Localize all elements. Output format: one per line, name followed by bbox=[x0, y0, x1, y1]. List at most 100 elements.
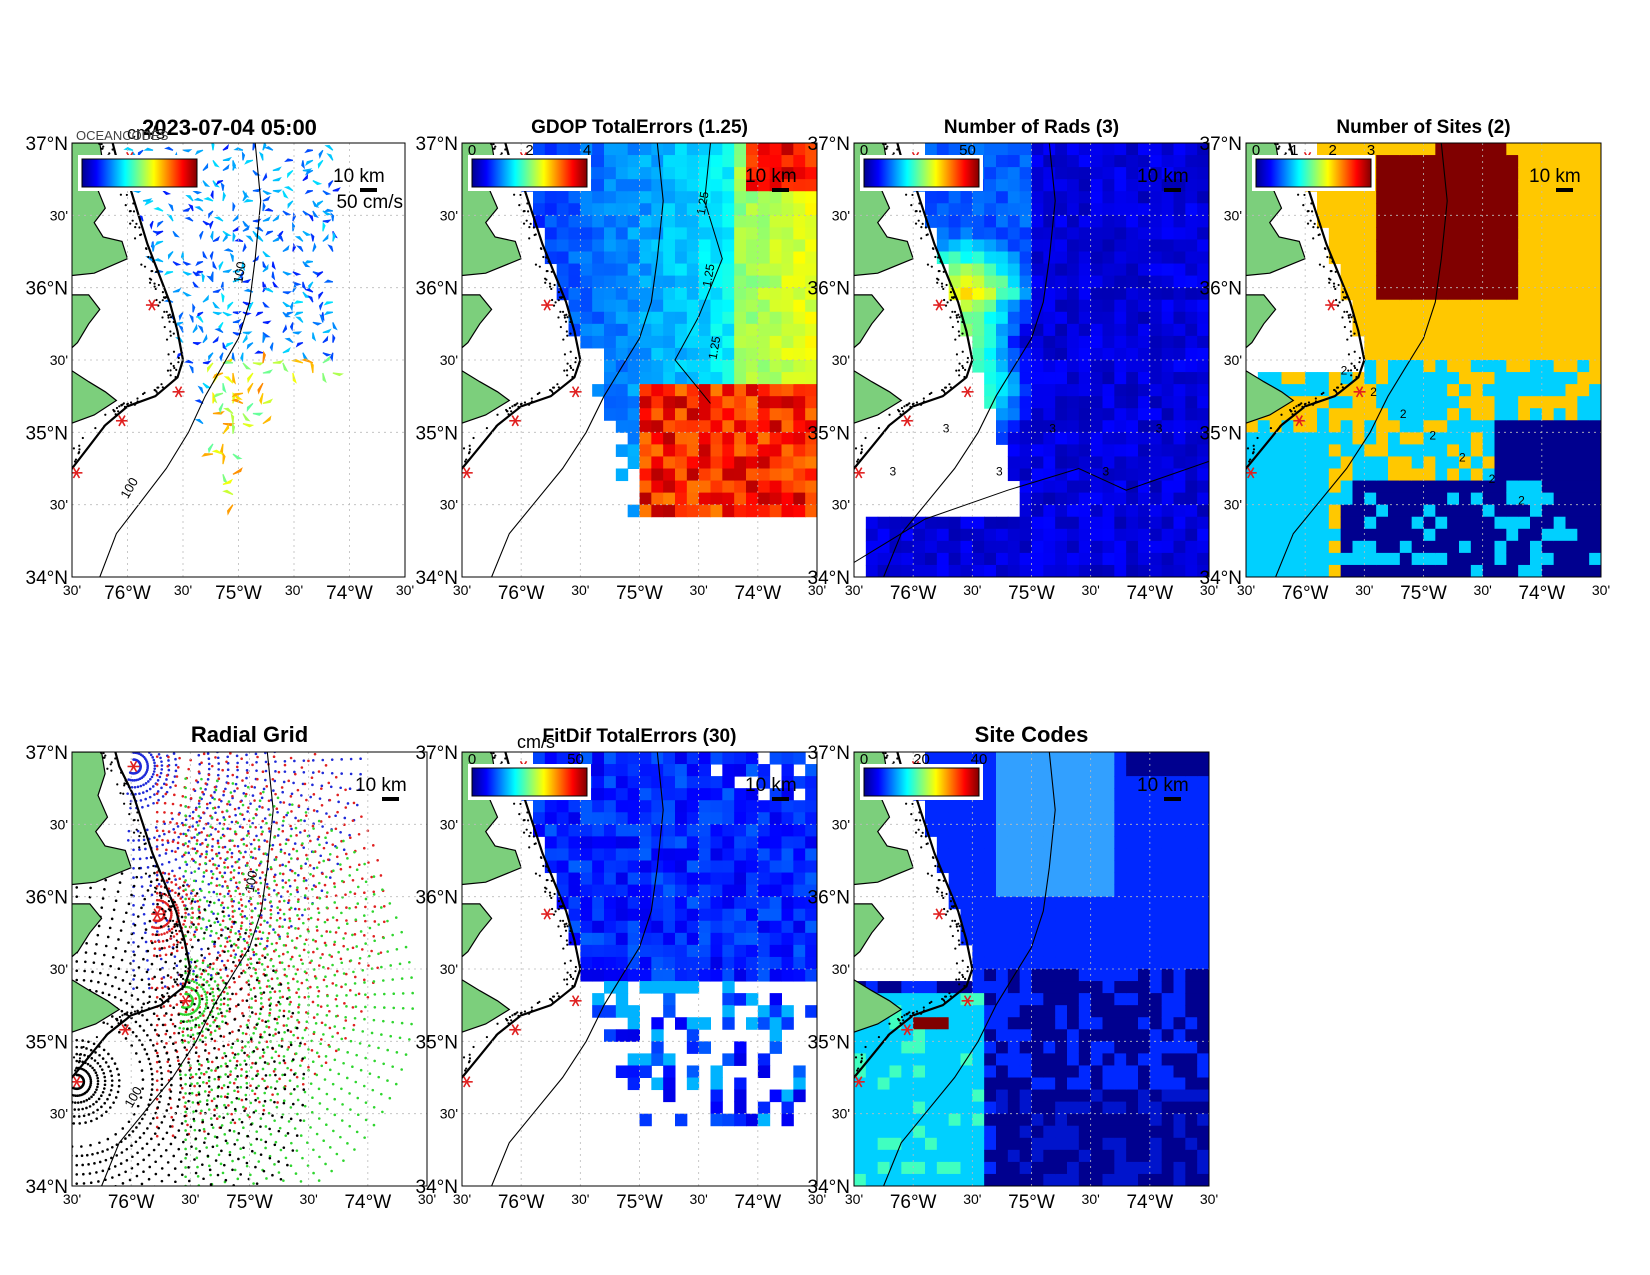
radial-grid-point bbox=[179, 804, 183, 807]
data-cell bbox=[1447, 323, 1460, 337]
data-cell bbox=[793, 492, 806, 506]
data-cell bbox=[1055, 287, 1068, 301]
data-cell bbox=[1388, 540, 1401, 554]
radial-grid-point bbox=[283, 612, 286, 615]
data-cell bbox=[1411, 311, 1424, 325]
data-cell bbox=[1007, 167, 1021, 180]
radial-grid-point bbox=[139, 673, 142, 676]
data-cell bbox=[1577, 299, 1590, 313]
data-cell bbox=[1399, 480, 1413, 494]
radial-grid-point bbox=[343, 816, 347, 820]
coast-dot bbox=[458, 470, 460, 472]
radial-grid-point bbox=[230, 865, 234, 868]
data-cell bbox=[1364, 360, 1377, 373]
velocity-arrow bbox=[312, 180, 323, 186]
data-cell bbox=[1518, 215, 1531, 228]
coast-dot bbox=[1329, 256, 1332, 259]
data-cell bbox=[1435, 396, 1448, 409]
data-cell bbox=[663, 420, 676, 433]
radial-grid-point bbox=[253, 907, 257, 910]
coast-dot bbox=[517, 405, 520, 408]
radial-grid-point bbox=[158, 854, 161, 857]
velocity-arrow bbox=[322, 219, 332, 223]
radial-grid-point bbox=[218, 892, 222, 896]
data-cell bbox=[651, 408, 664, 421]
velocity-arrow bbox=[322, 233, 329, 242]
data-cell bbox=[1114, 143, 1127, 156]
data-cell bbox=[1589, 179, 1601, 192]
radial-grid-point bbox=[132, 744, 135, 747]
coast-dot bbox=[175, 368, 178, 372]
radial-grid-point bbox=[161, 829, 165, 833]
data-cell bbox=[544, 143, 558, 156]
data-cell bbox=[1173, 311, 1186, 325]
data-cell bbox=[1577, 275, 1590, 289]
data-cell bbox=[1482, 299, 1495, 313]
radial-grid-point bbox=[252, 874, 256, 878]
data-cell bbox=[746, 275, 759, 289]
data-cell bbox=[1589, 311, 1601, 325]
radial-grid-point bbox=[212, 890, 216, 894]
radial-grid-point bbox=[212, 962, 215, 965]
coast-dot bbox=[1233, 471, 1235, 473]
data-cell bbox=[1102, 552, 1115, 566]
velocity-arrow bbox=[222, 474, 228, 484]
radial-grid-point bbox=[192, 671, 195, 674]
radial-grid-point bbox=[313, 663, 316, 666]
data-cell bbox=[1078, 384, 1092, 397]
velocity-arrow bbox=[184, 216, 194, 222]
data-cell bbox=[1553, 516, 1566, 530]
data-cell bbox=[1197, 215, 1209, 228]
data-cell bbox=[1470, 468, 1484, 482]
data-cell bbox=[1090, 167, 1103, 180]
data-cell bbox=[1269, 444, 1282, 457]
velocity-arrow bbox=[143, 147, 154, 151]
data-cell bbox=[675, 155, 688, 168]
velocity-arrow bbox=[332, 231, 336, 242]
contour-label: 2 bbox=[1370, 385, 1377, 399]
radial-grid-point bbox=[178, 664, 181, 667]
data-cell bbox=[1126, 143, 1139, 156]
radial-grid-point bbox=[304, 879, 308, 882]
coast-dot bbox=[55, 474, 57, 476]
data-cell bbox=[793, 239, 806, 252]
velocity-arrow bbox=[211, 449, 224, 455]
radial-grid-point bbox=[237, 975, 241, 979]
velocity-arrow bbox=[182, 149, 193, 153]
data-cell bbox=[663, 167, 676, 180]
data-cell bbox=[639, 432, 652, 445]
data-cell bbox=[639, 203, 652, 216]
radial-grid-point bbox=[325, 718, 328, 721]
data-cell bbox=[1317, 468, 1330, 482]
radial-grid-point bbox=[171, 681, 174, 684]
data-cell bbox=[1553, 143, 1566, 156]
data-cell bbox=[1043, 420, 1056, 433]
data-cell bbox=[757, 155, 771, 168]
data-cell bbox=[639, 287, 652, 301]
axes-frame bbox=[1245, 142, 1602, 578]
data-cell bbox=[746, 504, 759, 518]
velocity-arrow bbox=[202, 382, 212, 389]
radial-grid-point bbox=[225, 749, 228, 752]
data-cell bbox=[1541, 311, 1555, 325]
coast-dot bbox=[1328, 281, 1331, 284]
site-marker bbox=[961, 386, 974, 398]
data-cell bbox=[1090, 384, 1103, 397]
coast-dot bbox=[961, 332, 964, 335]
data-cell bbox=[1423, 143, 1436, 156]
coast-dot bbox=[884, 147, 887, 150]
data-cell bbox=[734, 323, 747, 337]
data-cell bbox=[1459, 468, 1472, 482]
data-cell bbox=[1067, 444, 1080, 457]
data-cell bbox=[1589, 335, 1601, 349]
coast-dot bbox=[530, 400, 534, 403]
radial-grid-point bbox=[181, 708, 184, 711]
radial-grid-point bbox=[155, 801, 159, 805]
data-cell bbox=[805, 372, 817, 385]
data-cell bbox=[1149, 432, 1163, 445]
data-cell bbox=[757, 492, 771, 506]
data-cell bbox=[1126, 516, 1139, 530]
radial-grid-point bbox=[288, 803, 291, 806]
data-cell bbox=[936, 516, 950, 530]
velocity-arrow bbox=[162, 190, 172, 195]
